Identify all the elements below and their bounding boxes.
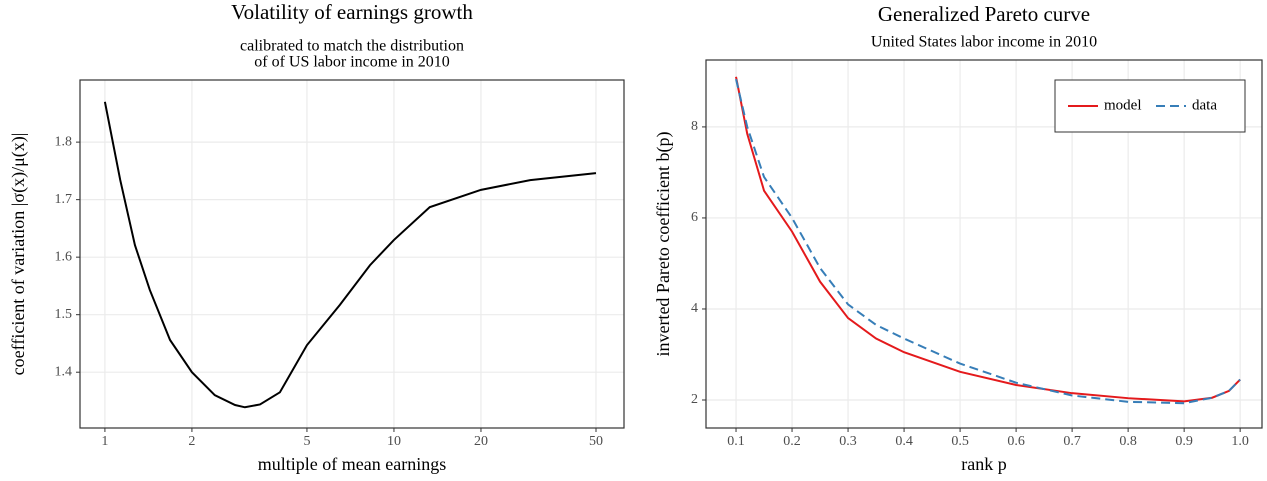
chart-subtitle: of of US labor income in 2010 xyxy=(254,54,450,71)
y-tick-label: 8 xyxy=(691,119,698,134)
x-tick-label: 20 xyxy=(474,434,488,449)
plot-border xyxy=(705,59,1263,429)
y-axis-label: coefficient of variation |σ(x)/μ(x)| xyxy=(8,133,29,376)
x-tick-label: 0.4 xyxy=(895,434,913,449)
x-tick-label: 0.1 xyxy=(727,434,745,449)
x-tick-label: 10 xyxy=(387,434,401,449)
y-tick-label: 1.5 xyxy=(55,307,73,322)
x-tick-label: 0.8 xyxy=(1119,434,1137,449)
x-tick-label: 50 xyxy=(589,434,603,449)
chart-title: Generalized Pareto curve xyxy=(878,2,1090,26)
y-tick-label: 1.6 xyxy=(55,249,73,264)
plot-border xyxy=(79,79,625,429)
x-tick-label: 1.0 xyxy=(1231,434,1249,449)
x-tick-label: 0.9 xyxy=(1175,434,1193,449)
chart-subtitle: United States labor income in 2010 xyxy=(871,34,1097,51)
y-tick-label: 6 xyxy=(691,210,698,225)
data-line xyxy=(735,76,1241,403)
x-axis-label: rank p xyxy=(961,454,1006,474)
x-axis-label: multiple of mean earnings xyxy=(258,454,446,474)
legend-label: model xyxy=(1104,97,1142,113)
y-tick-label: 1.4 xyxy=(55,364,73,379)
data-line xyxy=(103,101,597,409)
x-tick-label: 0.2 xyxy=(783,434,801,449)
x-tick-label: 2 xyxy=(188,434,195,449)
x-tick-label: 0.3 xyxy=(839,434,857,449)
chart-subtitle: calibrated to match the distribution xyxy=(240,38,464,55)
data-line xyxy=(735,78,1241,405)
y-tick-label: 1.8 xyxy=(55,134,73,149)
x-tick-label: 0.5 xyxy=(951,434,969,449)
y-tick-label: 2 xyxy=(691,392,698,407)
x-tick-label: 0.6 xyxy=(1007,434,1025,449)
y-axis-label: inverted Pareto coefficient b(p) xyxy=(653,131,674,356)
x-tick-label: 0.7 xyxy=(1063,434,1081,449)
y-tick-label: 1.7 xyxy=(55,192,73,207)
chart-title: Volatility of earnings growth xyxy=(231,0,473,24)
y-tick-label: 4 xyxy=(691,301,698,316)
legend-label: data xyxy=(1192,97,1217,113)
x-tick-label: 5 xyxy=(303,434,310,449)
x-tick-label: 1 xyxy=(101,434,108,449)
